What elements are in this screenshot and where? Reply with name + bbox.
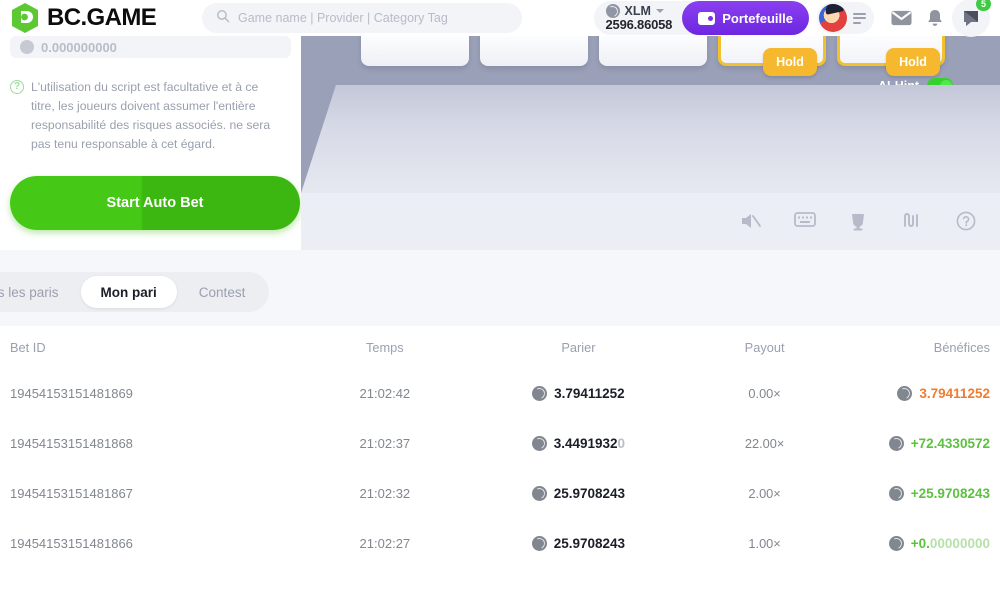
cell-payout: 1.00× bbox=[748, 535, 781, 551]
stellar-coin-icon bbox=[531, 535, 547, 551]
bets-tabs-row: Tous les paris Mon pari Contest bbox=[0, 250, 1000, 326]
sound-mute-icon[interactable] bbox=[740, 211, 762, 233]
bet-config-panel: 0.000000000 ? L'utilisation du script es… bbox=[0, 36, 301, 250]
cell-bet-id[interactable]: 19454153151481868 bbox=[10, 435, 133, 451]
table-row[interactable]: 19454153151481868 21:02:37 3.44919320 22.00… bbox=[0, 418, 1000, 468]
cell-bet: 3.44919320 bbox=[476, 435, 682, 451]
cell-bet-id[interactable]: 19454153151481869 bbox=[10, 385, 133, 401]
bets-tabs: Tous les paris Mon pari Contest bbox=[0, 272, 270, 312]
header-actions: XLM 2596.86058 Portefeuille bbox=[593, 0, 991, 37]
hold-badge[interactable]: Hold bbox=[886, 48, 940, 76]
tab-my-bets[interactable]: Mon pari bbox=[80, 276, 177, 308]
cell-bet-id[interactable]: 19454153151481866 bbox=[10, 535, 133, 551]
bets-table: Bet ID Temps Parier Payout Bénéfices 194… bbox=[0, 326, 1000, 601]
search-placeholder: Game name | Provider | Category Tag bbox=[238, 11, 448, 25]
trophy-icon[interactable] bbox=[848, 211, 870, 233]
bet-amount-value: 0.000000000 bbox=[41, 39, 117, 55]
cell-profit: 3.79411252 bbox=[848, 385, 990, 401]
ai-hint-label: AI-Hint bbox=[878, 78, 919, 93]
game-table-surface: Hold Hold AI-Hint House Edge 1% bbox=[301, 36, 1000, 193]
column-header-bet: Parier bbox=[561, 339, 596, 355]
mail-icon[interactable] bbox=[884, 1, 918, 35]
table-row[interactable]: 19454153151481869 21:02:42 3.79411252 0.00×… bbox=[0, 368, 1000, 418]
stellar-coin-icon bbox=[531, 435, 547, 451]
table-header-row: Bet ID Temps Parier Payout Bénéfices bbox=[0, 326, 1000, 368]
chevron-down-icon[interactable] bbox=[655, 9, 664, 13]
stellar-coin-icon bbox=[532, 385, 548, 401]
coin-icon bbox=[20, 40, 34, 54]
statistics-icon[interactable] bbox=[902, 211, 924, 233]
cell-bet-id[interactable]: 19454153151481867 bbox=[10, 485, 133, 501]
cell-bet: 3.79411252 bbox=[476, 385, 682, 401]
column-header-profit: Bénéfices bbox=[933, 339, 990, 355]
game-toolbar bbox=[301, 193, 1000, 250]
cell-payout: 2.00× bbox=[748, 485, 781, 501]
currency-code: XLM bbox=[624, 4, 651, 18]
logo[interactable]: BC.GAME bbox=[10, 2, 196, 34]
hamburger-menu-icon[interactable] bbox=[853, 12, 866, 24]
profile-group[interactable] bbox=[817, 2, 874, 34]
search-icon bbox=[216, 9, 230, 28]
chat-badge: 5 bbox=[976, 0, 991, 11]
currency-selector[interactable]: XLM 2596.86058 bbox=[605, 4, 673, 32]
cell-bet: 25.9708243 bbox=[476, 535, 682, 551]
logo-text: BC.GAME bbox=[47, 4, 157, 31]
avatar-icon[interactable] bbox=[819, 4, 847, 32]
wallet-icon bbox=[698, 11, 716, 25]
cell-time: 21:02:32 bbox=[359, 485, 411, 501]
script-disclaimer-text: L'utilisation du script est facultative … bbox=[31, 80, 271, 151]
stellar-coin-icon bbox=[888, 435, 904, 451]
hold-badge[interactable]: Hold bbox=[763, 48, 817, 76]
stellar-coin-icon bbox=[888, 485, 904, 501]
cell-payout: 0.00× bbox=[748, 385, 781, 401]
wallet-group: XLM 2596.86058 Portefeuille bbox=[593, 1, 809, 35]
bc-game-logo-icon bbox=[10, 2, 40, 34]
table-row[interactable]: 19454153151481866 21:02:27 25.9708243 1.00×… bbox=[0, 518, 1000, 568]
stellar-coin-icon bbox=[605, 4, 620, 18]
column-header-time: Temps bbox=[366, 339, 404, 355]
card-row bbox=[361, 36, 945, 66]
playing-card[interactable] bbox=[599, 36, 707, 66]
cell-time: 21:02:27 bbox=[359, 535, 411, 551]
tab-all-bets[interactable]: Tous les paris bbox=[0, 284, 59, 300]
cell-profit: +72.4330572 bbox=[848, 435, 990, 451]
app-header: BC.GAME Game name | Provider | Category … bbox=[0, 0, 1000, 37]
cell-profit: +25.9708243 bbox=[848, 485, 990, 501]
script-disclaimer: ? L'utilisation du script est facultativ… bbox=[10, 78, 291, 154]
playing-card[interactable] bbox=[361, 36, 469, 66]
tab-contest[interactable]: Contest bbox=[198, 284, 246, 300]
stellar-coin-icon bbox=[531, 485, 547, 501]
ai-hint-control[interactable]: AI-Hint bbox=[878, 78, 953, 93]
bell-icon[interactable] bbox=[918, 1, 952, 35]
question-mark-icon: ? bbox=[10, 80, 24, 94]
cell-profit: +0.00000000 bbox=[848, 535, 990, 551]
start-auto-bet-button[interactable]: Start Auto Bet bbox=[10, 176, 300, 230]
stellar-coin-icon bbox=[888, 535, 904, 551]
table-row[interactable]: 19454153151481867 21:02:32 25.9708243 2.00×… bbox=[0, 468, 1000, 518]
keyboard-icon[interactable] bbox=[794, 211, 816, 233]
search-input[interactable]: Game name | Provider | Category Tag bbox=[202, 3, 522, 33]
bet-amount-field[interactable]: 0.000000000 bbox=[10, 36, 291, 58]
help-icon[interactable] bbox=[956, 211, 978, 233]
playing-card[interactable] bbox=[480, 36, 588, 66]
stellar-coin-icon bbox=[897, 385, 913, 401]
cell-payout: 22.00× bbox=[744, 435, 785, 451]
column-header-payout: Payout bbox=[744, 339, 785, 355]
balance-amount: 2596.86058 bbox=[605, 17, 673, 32]
ai-hint-toggle[interactable] bbox=[927, 78, 953, 93]
video-poker-game: Hold Hold AI-Hint House Edge 1% bbox=[301, 36, 1000, 250]
column-header-bet-id: Bet ID bbox=[10, 339, 46, 355]
wallet-button[interactable]: Portefeuille bbox=[682, 1, 809, 35]
wallet-button-label: Portefeuille bbox=[722, 10, 793, 26]
cell-time: 21:02:37 bbox=[359, 435, 411, 451]
chat-icon[interactable]: 5 bbox=[952, 0, 991, 37]
house-edge-badge: House Edge 1% bbox=[849, 174, 982, 193]
cell-bet: 25.9708243 bbox=[476, 485, 682, 501]
cell-time: 21:02:42 bbox=[359, 385, 411, 401]
